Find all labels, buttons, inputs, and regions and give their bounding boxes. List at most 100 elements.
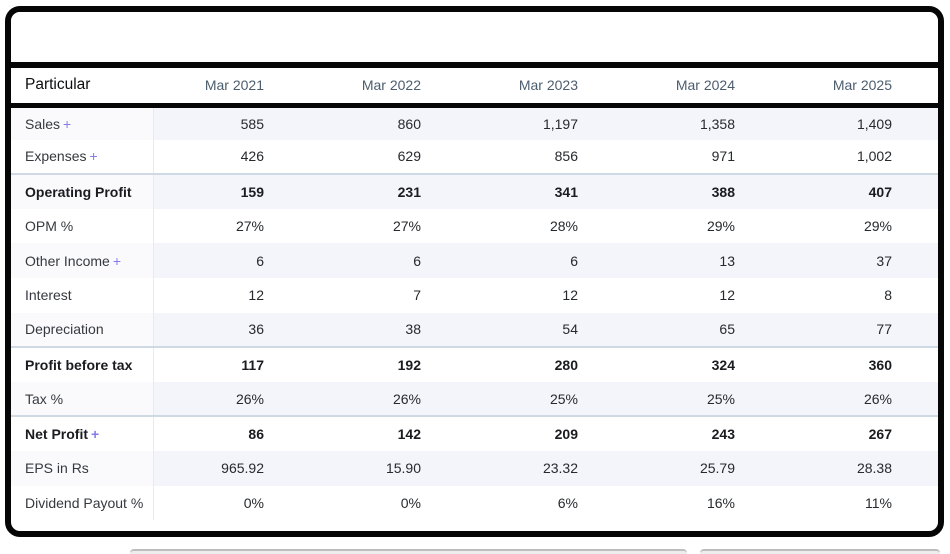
row-value: 209 (467, 415, 624, 451)
row-value: 856 (467, 139, 624, 175)
row-label: Interest (11, 277, 154, 313)
row-value: 29% (624, 208, 781, 244)
row-value: 1,002 (781, 139, 938, 175)
column-header-year-4: Mar 2024 (624, 68, 781, 108)
table-row: Tax % 26% 26% 25% 25% 26% (11, 381, 938, 417)
row-label-text: OPM % (25, 218, 74, 235)
column-header-year-3: Mar 2023 (467, 68, 624, 108)
row-value: 1,358 (624, 105, 781, 140)
row-label: Sales + (11, 105, 154, 140)
profit-loss-table: Particular Mar 2021 Mar 2022 Mar 2023 Mar 2… (11, 68, 938, 521)
row-value: 37 (781, 243, 938, 278)
row-value: 117 (153, 346, 310, 382)
table-row: Expenses +426 629 856 971 1,002 (11, 139, 938, 175)
row-value: 6 (153, 243, 310, 278)
table-row: EPS in Rs 965.92 15.90 23.32 25.79 28.38 (11, 450, 938, 486)
table-row: OPM % 27% 27% 28% 29% 29% (11, 208, 938, 244)
row-label-text: Other Income (25, 252, 110, 269)
expand-row-button[interactable]: + (89, 148, 98, 165)
table-row: Depreciation 36 38 54 65 77 (11, 312, 938, 348)
row-value: 6% (467, 485, 624, 521)
row-label: Depreciation (11, 312, 154, 348)
row-label-text: Profit before tax (25, 356, 133, 373)
row-label: Dividend Payout % (11, 485, 154, 521)
cutoff-element-edge-left (130, 549, 687, 554)
row-label: Net Profit + (11, 415, 154, 451)
row-value: 585 (153, 105, 310, 140)
row-value: 192 (310, 346, 467, 382)
row-value: 965.92 (153, 450, 310, 486)
row-label-text: Net Profit (25, 426, 88, 443)
row-value: 28.38 (781, 450, 938, 486)
row-label: Tax % (11, 381, 154, 417)
row-value: 0% (153, 485, 310, 521)
cutoff-element-edge-right (700, 549, 940, 554)
table-row: Sales +585 860 1,197 1,358 1,409 (11, 105, 938, 140)
row-value: 15.90 (310, 450, 467, 486)
row-label-text: Sales (25, 115, 61, 132)
table-row: Operating Profit 159 231 341 388 407 (11, 173, 938, 209)
row-value: 231 (310, 173, 467, 209)
row-label-text: Expenses (25, 148, 87, 165)
table-row: Interest 12 7 12 12 8 (11, 277, 938, 313)
row-value: 324 (624, 346, 781, 382)
row-label: Expenses + (11, 139, 154, 175)
row-value: 971 (624, 139, 781, 175)
row-value: 629 (310, 139, 467, 175)
table-row: Profit before tax 117 192 280 324 360 (11, 346, 938, 382)
row-value: 0% (310, 485, 467, 521)
row-label: EPS in Rs (11, 450, 154, 486)
row-value: 11% (781, 485, 938, 521)
row-value: 16% (624, 485, 781, 521)
row-value: 388 (624, 173, 781, 209)
row-label: Operating Profit (11, 173, 154, 209)
row-label: Profit before tax (11, 346, 154, 382)
row-value: 23.32 (467, 450, 624, 486)
row-value: 77 (781, 312, 938, 348)
row-value: 159 (153, 173, 310, 209)
row-label-text: Operating Profit (25, 183, 132, 200)
expand-row-button[interactable]: + (91, 426, 100, 443)
row-value: 341 (467, 173, 624, 209)
report-card-frame: Particular Mar 2021 Mar 2022 Mar 2023 Mar 2… (5, 6, 944, 537)
row-label-text: Tax % (25, 390, 64, 407)
row-label-text: Depreciation (25, 321, 104, 338)
row-label-text: EPS in Rs (25, 460, 89, 477)
row-value: 26% (781, 381, 938, 417)
row-value: 65 (624, 312, 781, 348)
row-label-text: Dividend Payout % (25, 494, 144, 511)
row-value: 26% (153, 381, 310, 417)
row-label-text: Interest (25, 287, 72, 304)
row-value: 36 (153, 312, 310, 348)
row-value: 29% (781, 208, 938, 244)
row-label: Other Income + (11, 243, 154, 278)
row-value: 27% (310, 208, 467, 244)
row-value: 13 (624, 243, 781, 278)
row-value: 360 (781, 346, 938, 382)
row-value: 12 (467, 277, 624, 313)
row-value: 86 (153, 415, 310, 451)
row-value: 12 (153, 277, 310, 313)
row-value: 7 (310, 277, 467, 313)
row-value: 25% (624, 381, 781, 417)
table-row: Dividend Payout % 0% 0% 6% 16% 11% (11, 485, 938, 521)
table-header-row: Particular Mar 2021 Mar 2022 Mar 2023 Mar 2… (11, 68, 938, 108)
row-label: OPM % (11, 208, 154, 244)
row-value: 25.79 (624, 450, 781, 486)
table-row: Other Income +6 6 6 13 37 (11, 243, 938, 278)
table-header: Particular Mar 2021 Mar 2022 Mar 2023 Mar 2… (11, 68, 938, 108)
column-header-particular: Particular (11, 68, 153, 108)
row-value: 12 (624, 277, 781, 313)
column-header-year-2: Mar 2022 (310, 68, 467, 108)
row-value: 25% (467, 381, 624, 417)
row-value: 6 (310, 243, 467, 278)
expand-row-button[interactable]: + (112, 252, 122, 269)
row-value: 8 (781, 277, 938, 313)
row-value: 860 (310, 105, 467, 140)
row-value: 1,197 (467, 105, 624, 140)
row-value: 27% (153, 208, 310, 244)
pl-table-body: Sales +585 860 1,197 1,358 1,409 Expenses +426 6… (11, 105, 938, 521)
row-value: 6 (467, 243, 624, 278)
column-header-year-1: Mar 2021 (153, 68, 310, 108)
expand-row-button[interactable]: + (63, 115, 72, 132)
